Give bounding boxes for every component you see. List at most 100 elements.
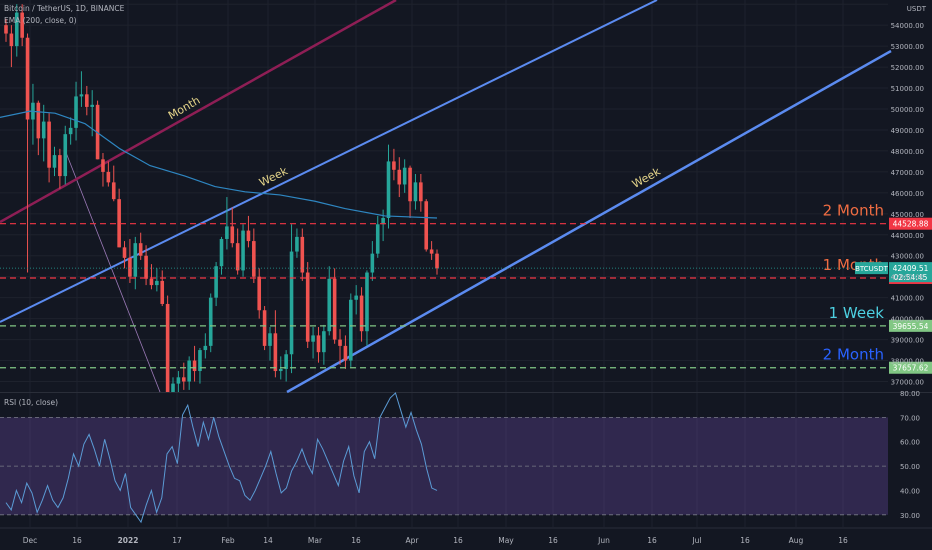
level-price-tag: 37657.62 bbox=[889, 361, 932, 374]
candle bbox=[257, 268, 262, 319]
rsi-tick-label: 70.00 bbox=[900, 414, 920, 422]
candle bbox=[106, 161, 111, 187]
level-price-label: 44528.88 bbox=[893, 220, 929, 229]
candle-body bbox=[332, 278, 337, 340]
candle-body bbox=[246, 230, 251, 242]
price-tick-label: 50000.00 bbox=[891, 106, 924, 114]
candle-body bbox=[295, 236, 299, 252]
candle-body bbox=[149, 278, 154, 286]
time-tick-label: 16 bbox=[740, 536, 750, 545]
candle-body bbox=[419, 182, 423, 202]
candle bbox=[111, 165, 116, 202]
price-tick-label: 41000.00 bbox=[891, 295, 924, 303]
price-tick-label: 38000.00 bbox=[891, 358, 924, 366]
candle-body bbox=[375, 224, 380, 254]
candle-body bbox=[74, 96, 78, 128]
candle bbox=[58, 148, 62, 189]
candle-body bbox=[252, 241, 256, 277]
candle bbox=[36, 100, 41, 156]
price-tick-label: 43000.00 bbox=[891, 253, 924, 261]
candle-body bbox=[192, 360, 197, 372]
candle bbox=[133, 236, 138, 290]
candle-body bbox=[63, 134, 68, 177]
time-tick-label: Dec bbox=[23, 536, 38, 545]
candle-body bbox=[160, 280, 165, 304]
price-tick-label: 37000.00 bbox=[891, 379, 924, 387]
candle-body bbox=[111, 182, 116, 200]
rsi-legend[interactable]: RSI (10, close) bbox=[4, 398, 59, 407]
candle-body bbox=[90, 104, 94, 107]
candle-body bbox=[203, 345, 208, 351]
candle bbox=[273, 310, 278, 378]
candle bbox=[435, 249, 439, 275]
time-tick-label: 16 bbox=[72, 536, 82, 545]
level-price-bg bbox=[889, 217, 932, 230]
price-tick-label: 39000.00 bbox=[891, 337, 924, 345]
candle bbox=[316, 327, 321, 363]
price-tick-label: 51000.00 bbox=[891, 85, 924, 93]
ema-legend[interactable]: EMA (200, close, 0) bbox=[4, 16, 77, 25]
candle-body bbox=[235, 243, 240, 271]
level-name: 2 Month bbox=[823, 202, 884, 220]
candle bbox=[311, 327, 315, 359]
countdown: 02:54:45 bbox=[894, 273, 928, 282]
candle-body bbox=[327, 278, 332, 332]
candle bbox=[63, 125, 68, 185]
candle bbox=[397, 157, 402, 198]
candle-body bbox=[9, 33, 14, 47]
time-tick-label: 16 bbox=[838, 536, 848, 545]
level-price-label: 39655.54 bbox=[893, 322, 929, 331]
candle-body bbox=[181, 377, 186, 382]
candle bbox=[349, 293, 353, 367]
candle-body bbox=[402, 167, 407, 185]
candle-body bbox=[36, 102, 41, 139]
candle bbox=[47, 113, 51, 183]
candle-body bbox=[392, 161, 396, 170]
candle bbox=[219, 236, 224, 275]
trendline-label: Week bbox=[630, 165, 663, 191]
time-tick-label: 14 bbox=[263, 536, 273, 545]
candle-body bbox=[138, 243, 143, 256]
rsi-tick-label: 80.00 bbox=[900, 390, 920, 398]
candle-body bbox=[262, 310, 267, 346]
symbol-legend[interactable]: Bitcoin / TetherUS, 1D, BINANCE bbox=[4, 4, 125, 13]
candle-body bbox=[349, 299, 353, 361]
candle bbox=[327, 266, 332, 336]
level-price-label: 37657.62 bbox=[893, 364, 929, 373]
candle bbox=[160, 270, 165, 307]
candle-body bbox=[278, 368, 283, 372]
candle-body bbox=[343, 345, 348, 361]
candle bbox=[25, 33, 30, 273]
candle bbox=[14, 4, 19, 57]
time-tick-label: Jun bbox=[597, 536, 610, 545]
candle-body bbox=[268, 333, 272, 346]
candle-body bbox=[381, 218, 385, 225]
candle bbox=[85, 85, 89, 116]
time-tick-label: 16 bbox=[351, 536, 361, 545]
candle-body bbox=[214, 266, 218, 298]
candle bbox=[74, 81, 78, 141]
candle-body bbox=[155, 280, 159, 286]
candle bbox=[268, 327, 272, 361]
candle-body bbox=[359, 295, 364, 332]
price-tick-label: 45000.00 bbox=[891, 211, 924, 219]
candle-body bbox=[424, 201, 429, 250]
level-name: 1 Week bbox=[829, 304, 885, 322]
candle bbox=[95, 100, 100, 160]
candle-body bbox=[311, 335, 315, 342]
candle bbox=[424, 199, 429, 252]
candle bbox=[343, 335, 348, 369]
price-tick-label: 47000.00 bbox=[891, 169, 924, 177]
candle bbox=[230, 207, 235, 248]
candle-body bbox=[300, 236, 305, 273]
price-tick-label: 48000.00 bbox=[891, 148, 924, 156]
candle bbox=[295, 228, 299, 258]
candle-body bbox=[354, 295, 358, 300]
candle-body bbox=[225, 226, 229, 239]
candle bbox=[305, 262, 310, 348]
rsi-tick-label: 40.00 bbox=[900, 487, 920, 495]
current-price: 42409.51 bbox=[893, 264, 929, 273]
candle bbox=[181, 362, 186, 390]
candle-body bbox=[413, 182, 418, 202]
